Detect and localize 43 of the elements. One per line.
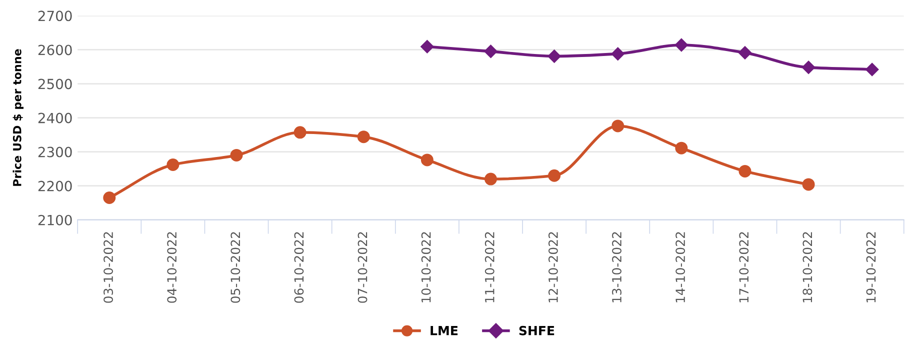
point [294,126,306,139]
point [674,38,688,52]
x-tick-label: 05-10-2022 [230,232,240,303]
point [738,164,752,178]
x-tick-label: 10-10-2022 [421,232,431,302]
y-tick-label: 2600 [38,44,72,56]
legend-label: LME [430,326,458,336]
point [484,44,498,58]
x-tick-label: 03-10-2022 [104,232,114,303]
y-tick-label: 2500 [38,78,72,90]
point [420,154,434,166]
point [738,46,752,60]
point [166,158,180,171]
y-tick-label: 2700 [38,10,72,22]
point [866,62,879,76]
legend-label: SHFE [519,326,554,336]
point [420,40,434,54]
y-tick-label: 2400 [38,112,72,124]
y-tick-label: 2200 [38,180,72,192]
point [484,172,497,186]
point [802,178,815,191]
y-axis-title: Price USD $ per tonne [12,49,24,186]
point [675,142,688,154]
point [611,47,624,60]
x-tick-label: 04-10-2022 [167,232,177,303]
point [103,192,116,204]
x-tick-label: 18-10-2022 [802,232,812,302]
x-tick-label: 14-10-2022 [676,232,686,302]
point [612,120,624,132]
point [548,50,561,63]
y-tick-label: 2300 [38,146,72,158]
x-tick-label: 11-10-2022 [484,232,494,302]
x-tick-label: 06-10-2022 [294,232,304,303]
point [230,148,243,162]
x-tick-label: 17-10-2022 [739,232,749,302]
x-tick-label: 12-10-2022 [548,232,558,302]
point [802,60,816,74]
x-tick-label: 13-10-2022 [612,232,622,302]
x-tick-label: 19-10-2022 [866,232,876,302]
point [548,169,561,182]
point [357,130,370,144]
x-tick-label: 07-10-2022 [358,232,368,303]
y-tick-label: 2100 [38,214,72,226]
